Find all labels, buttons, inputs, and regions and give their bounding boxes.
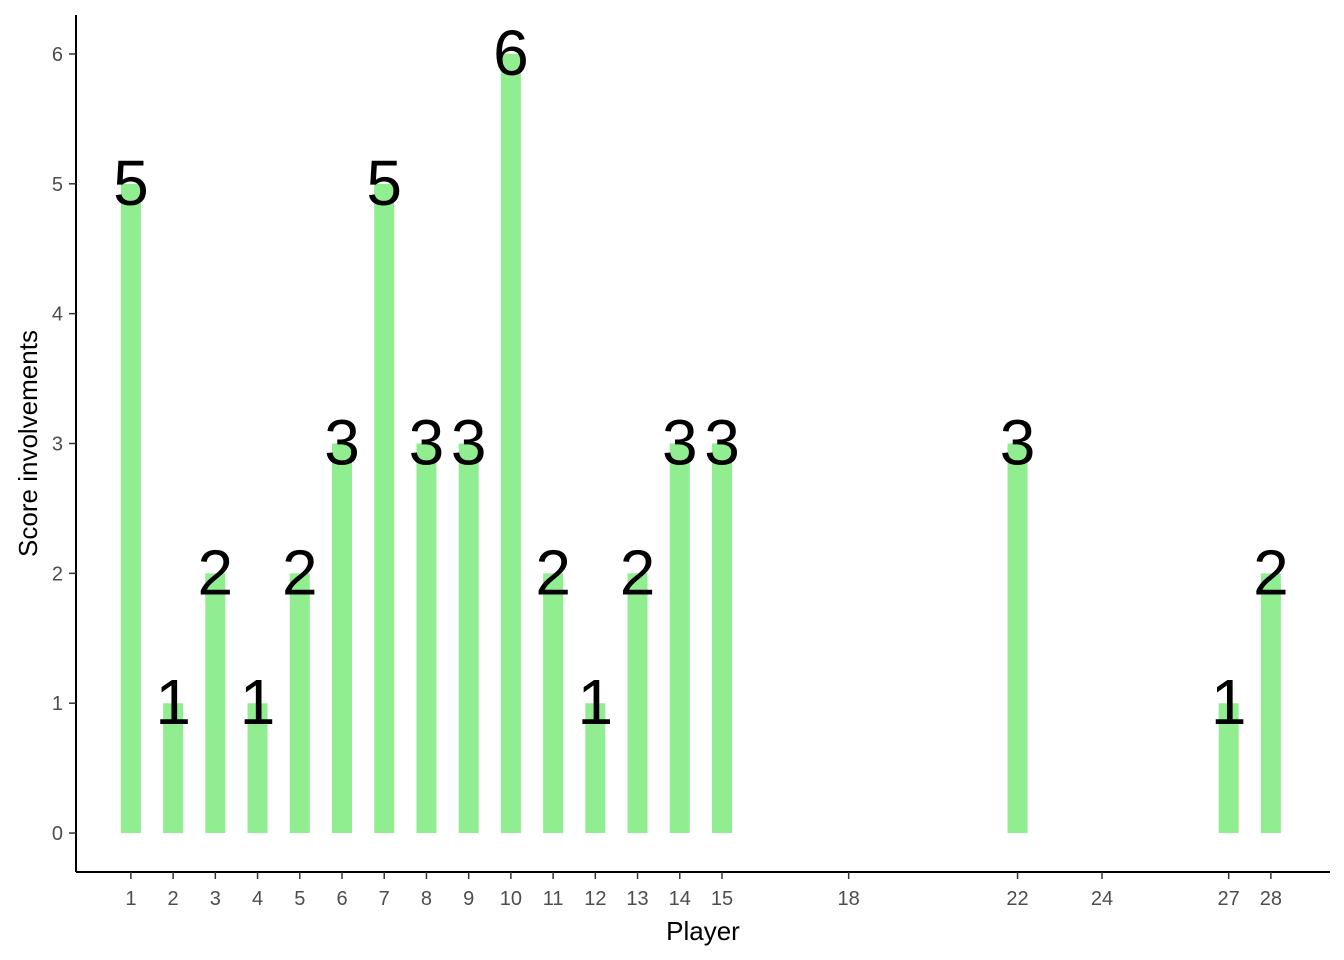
x-tick-label: 1 — [125, 888, 136, 910]
bars-group — [120, 53, 1281, 834]
y-tick-label: 2 — [52, 563, 63, 585]
data-label-player-6: 3 — [324, 407, 360, 479]
y-tick-label: 4 — [52, 304, 63, 326]
data-label-player-3: 2 — [198, 536, 234, 608]
x-tick-label: 28 — [1260, 888, 1282, 910]
data-label-player-14: 3 — [662, 407, 698, 479]
x-tick-label: 24 — [1091, 888, 1113, 910]
x-tick-label: 9 — [463, 888, 474, 910]
x-tick-label: 4 — [252, 888, 263, 910]
bar-player-28 — [1260, 573, 1281, 834]
x-tick-label: 27 — [1218, 888, 1240, 910]
y-tick-label: 0 — [52, 823, 63, 845]
bar-player-7 — [374, 183, 395, 834]
y-tick-label: 1 — [52, 693, 63, 715]
bar-player-9 — [458, 443, 479, 834]
bar-player-3 — [205, 573, 226, 834]
bar-player-1 — [120, 183, 141, 834]
y-tick-label: 5 — [52, 174, 63, 196]
x-tick-label: 12 — [584, 888, 606, 910]
data-label-player-27: 1 — [1211, 666, 1247, 738]
bar-player-12 — [585, 703, 606, 834]
data-label-player-12: 1 — [578, 666, 614, 738]
x-tick-label: 3 — [210, 888, 221, 910]
x-tick-label: 2 — [168, 888, 179, 910]
bar-player-10 — [500, 53, 521, 834]
x-tick-label: 11 — [543, 888, 564, 910]
data-label-player-13: 2 — [620, 536, 656, 608]
bar-player-13 — [627, 573, 648, 834]
y-tick-label: 3 — [52, 434, 63, 456]
data-label-player-22: 3 — [1000, 407, 1036, 479]
x-tick-label: 18 — [838, 888, 860, 910]
x-tick-label: 7 — [379, 888, 390, 910]
bar-player-14 — [669, 443, 690, 834]
x-tick-label: 14 — [669, 888, 691, 910]
x-ticks-group: 1 2 3 4 5 6 7 8 9 10 11 12 13 14 15 18 22 24 27 28 — [125, 872, 1282, 910]
bar-player-6 — [332, 443, 352, 834]
bar-player-27 — [1218, 703, 1239, 834]
x-tick-label: 22 — [1006, 888, 1028, 910]
bar-player-4 — [247, 703, 268, 834]
data-label-player-28: 2 — [1253, 536, 1289, 608]
data-label-player-7: 5 — [366, 147, 402, 219]
data-label-player-9: 3 — [451, 407, 487, 479]
x-tick-label: 8 — [421, 888, 432, 910]
data-label-player-5: 2 — [282, 536, 318, 608]
data-label-player-15: 3 — [704, 407, 740, 479]
y-tick-label: 6 — [52, 44, 63, 66]
x-tick-label: 6 — [336, 888, 347, 910]
x-axis-title: Player — [666, 916, 740, 946]
bar-player-15 — [712, 443, 732, 834]
data-label-player-2: 1 — [155, 666, 191, 738]
data-label-player-11: 2 — [535, 536, 571, 608]
bar-player-11 — [543, 573, 564, 834]
x-tick-label: 13 — [626, 888, 648, 910]
bar-player-8 — [416, 443, 437, 834]
bar-player-22 — [1007, 443, 1028, 834]
data-label-player-1: 5 — [113, 147, 149, 219]
data-label-player-8: 3 — [409, 407, 445, 479]
y-ticks-group: 0 1 2 3 4 5 6 — [52, 44, 76, 845]
data-label-player-10: 6 — [493, 17, 529, 89]
data-label-player-4: 1 — [240, 666, 276, 738]
x-tick-label: 5 — [294, 888, 305, 910]
x-tick-label: 15 — [711, 888, 733, 910]
y-axis-title: Score involvements — [13, 330, 43, 557]
bar-player-5 — [289, 573, 310, 834]
x-tick-label: 10 — [500, 888, 522, 910]
bar-player-2 — [163, 703, 184, 834]
